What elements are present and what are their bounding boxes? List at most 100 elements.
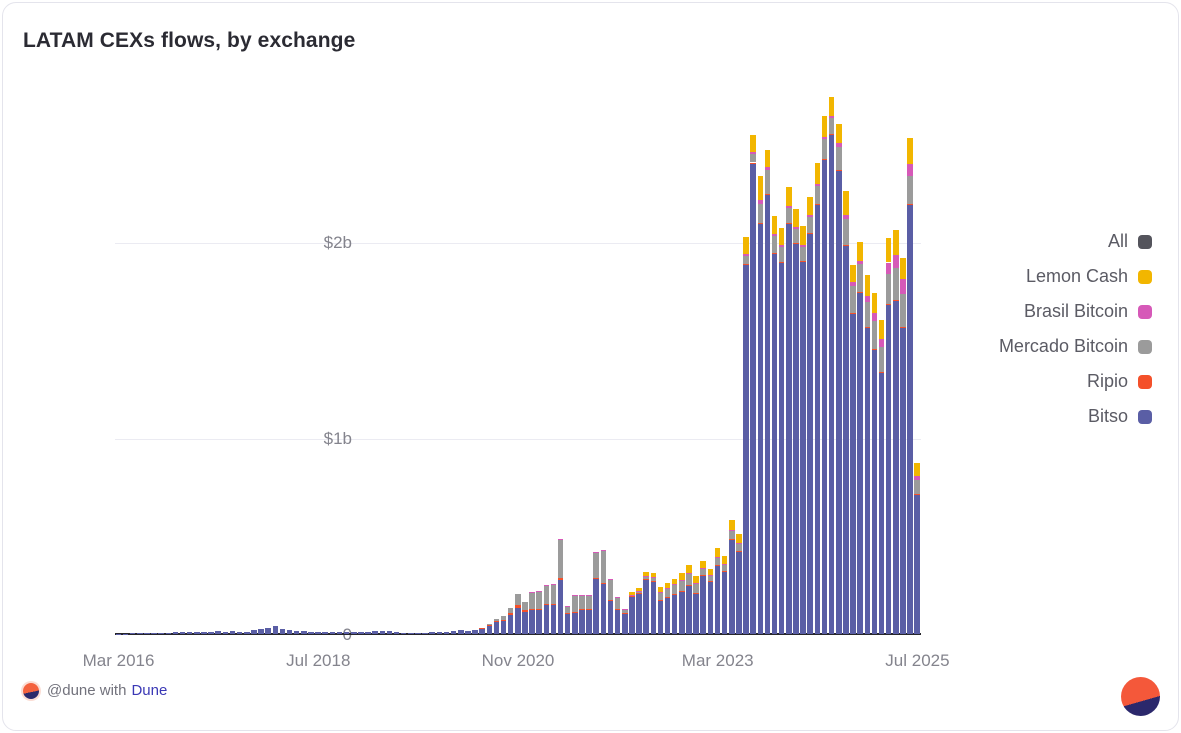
bar[interactable] bbox=[236, 88, 243, 634]
bar[interactable] bbox=[743, 88, 749, 634]
bar[interactable] bbox=[172, 88, 179, 634]
bar[interactable] bbox=[586, 88, 592, 634]
bar[interactable] bbox=[472, 88, 478, 634]
bar[interactable] bbox=[836, 88, 842, 634]
bar[interactable] bbox=[736, 88, 742, 634]
bar[interactable] bbox=[893, 88, 899, 634]
bar[interactable] bbox=[529, 88, 535, 634]
bar[interactable] bbox=[429, 88, 435, 634]
bar[interactable] bbox=[272, 88, 279, 634]
legend-item[interactable]: Brasil Bitcoin bbox=[999, 294, 1152, 329]
bar[interactable] bbox=[622, 88, 628, 634]
bar[interactable] bbox=[907, 88, 913, 634]
bar[interactable] bbox=[693, 88, 699, 634]
bar[interactable] bbox=[379, 88, 386, 634]
bar[interactable] bbox=[786, 88, 792, 634]
bar[interactable] bbox=[579, 88, 585, 634]
bar[interactable] bbox=[885, 88, 892, 634]
bar[interactable] bbox=[129, 88, 136, 634]
bar[interactable] bbox=[301, 88, 307, 634]
bar[interactable] bbox=[179, 88, 186, 634]
bar[interactable] bbox=[265, 88, 271, 634]
bar[interactable] bbox=[208, 88, 214, 634]
bar[interactable] bbox=[679, 88, 685, 634]
bar[interactable] bbox=[814, 88, 821, 634]
bar[interactable] bbox=[557, 88, 564, 634]
bar[interactable] bbox=[522, 88, 528, 634]
bar[interactable] bbox=[443, 88, 450, 634]
bar[interactable] bbox=[757, 88, 764, 634]
bar[interactable] bbox=[229, 88, 236, 634]
bar[interactable] bbox=[721, 88, 728, 634]
dune-link[interactable]: Dune bbox=[131, 682, 168, 699]
bar[interactable] bbox=[707, 88, 714, 634]
bar[interactable] bbox=[415, 88, 421, 634]
bar[interactable] bbox=[800, 88, 806, 634]
bar[interactable] bbox=[115, 88, 122, 634]
bar[interactable] bbox=[543, 88, 550, 634]
bar[interactable] bbox=[843, 88, 849, 634]
bar[interactable] bbox=[465, 88, 471, 634]
bar[interactable] bbox=[572, 88, 578, 634]
bar[interactable] bbox=[186, 88, 193, 634]
bar[interactable] bbox=[671, 88, 678, 634]
bar[interactable] bbox=[500, 88, 507, 634]
bar[interactable] bbox=[536, 88, 542, 634]
bar[interactable] bbox=[793, 88, 799, 634]
bar[interactable] bbox=[764, 88, 771, 634]
bar[interactable] bbox=[215, 88, 221, 634]
bar[interactable] bbox=[386, 88, 393, 634]
bar[interactable] bbox=[243, 88, 250, 634]
bar[interactable] bbox=[144, 88, 150, 634]
bar[interactable] bbox=[629, 88, 635, 634]
bar[interactable] bbox=[308, 88, 314, 634]
legend-item[interactable]: Bitso bbox=[999, 399, 1152, 434]
bar[interactable] bbox=[350, 88, 357, 634]
bar[interactable] bbox=[336, 88, 343, 634]
bar[interactable] bbox=[607, 88, 614, 634]
bar[interactable] bbox=[850, 88, 856, 634]
dune-logo-icon[interactable] bbox=[1121, 677, 1160, 716]
bar[interactable] bbox=[251, 88, 257, 634]
bar[interactable] bbox=[643, 88, 649, 634]
bar[interactable] bbox=[258, 88, 264, 634]
bar[interactable] bbox=[158, 88, 164, 634]
bar[interactable] bbox=[700, 88, 707, 634]
bar[interactable] bbox=[201, 88, 207, 634]
bar[interactable] bbox=[408, 88, 414, 634]
legend-item[interactable]: All bbox=[999, 224, 1152, 259]
bar[interactable] bbox=[864, 88, 871, 634]
bar[interactable] bbox=[365, 88, 371, 634]
bar[interactable] bbox=[614, 88, 621, 634]
bar[interactable] bbox=[729, 88, 735, 634]
bar[interactable] bbox=[650, 88, 657, 634]
bar[interactable] bbox=[878, 88, 885, 634]
bar[interactable] bbox=[315, 88, 321, 634]
bar[interactable] bbox=[372, 88, 378, 634]
bar[interactable] bbox=[450, 88, 457, 634]
bar[interactable] bbox=[686, 88, 692, 634]
bar[interactable] bbox=[343, 88, 350, 634]
bar[interactable] bbox=[358, 88, 364, 634]
bar[interactable] bbox=[657, 88, 664, 634]
bar[interactable] bbox=[286, 88, 293, 634]
bar[interactable] bbox=[821, 88, 828, 634]
bar[interactable] bbox=[750, 88, 756, 634]
bar[interactable] bbox=[293, 88, 300, 634]
legend-item[interactable]: Lemon Cash bbox=[999, 259, 1152, 294]
bar[interactable] bbox=[564, 88, 571, 634]
bar[interactable] bbox=[122, 88, 129, 634]
bar[interactable] bbox=[393, 88, 400, 634]
bar[interactable] bbox=[636, 88, 642, 634]
bar[interactable] bbox=[457, 88, 464, 634]
bar[interactable] bbox=[329, 88, 336, 634]
bar[interactable] bbox=[151, 88, 157, 634]
bar[interactable] bbox=[914, 88, 920, 634]
bar[interactable] bbox=[900, 88, 906, 634]
bar[interactable] bbox=[322, 88, 328, 634]
bar[interactable] bbox=[165, 88, 172, 634]
bar[interactable] bbox=[436, 88, 443, 634]
bar[interactable] bbox=[400, 88, 407, 634]
bar[interactable] bbox=[493, 88, 500, 634]
bar[interactable] bbox=[550, 88, 557, 634]
